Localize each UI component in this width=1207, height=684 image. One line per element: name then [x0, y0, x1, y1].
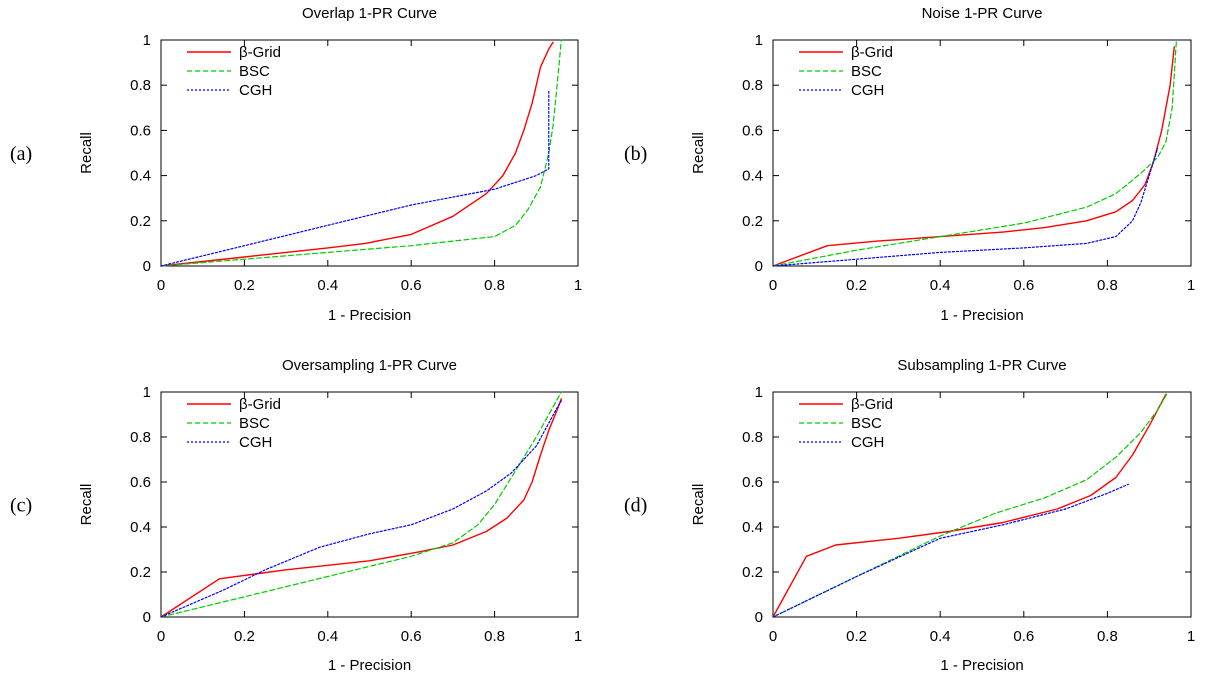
y-tick-label: 0.4 — [130, 168, 151, 185]
x-axis-label: 1 - Precision — [328, 307, 411, 324]
chart-panel-3: (c) Oversampling 1-PR Curve Recall 1 - Prec… — [10, 357, 582, 674]
y-tick-label: 0 — [755, 609, 763, 626]
y-axis-label: Recall — [78, 132, 95, 174]
legend-label-3: CGH — [851, 82, 884, 99]
y-tick-label: 0.2 — [742, 213, 763, 230]
legend-label-3: CGH — [239, 82, 272, 99]
plot-frame — [160, 391, 579, 618]
chart-panel-1: (a) Overlap 1-PR Curve Recall 1 - Precision… — [10, 5, 582, 324]
y-axis-label: Recall — [690, 132, 707, 174]
x-tick-label: 0.4 — [317, 277, 338, 294]
x-tick-label: 0.8 — [484, 277, 505, 294]
x-tick-label: 0.2 — [846, 628, 867, 645]
x-tick-label: 0 — [769, 277, 777, 294]
x-tick-label: 0.4 — [930, 277, 951, 294]
x-tick-label: 0.2 — [234, 628, 255, 645]
series-line-3 — [160, 400, 562, 618]
x-axis-label: 1 - Precision — [940, 307, 1023, 324]
chart-title: Subsampling 1-PR Curve — [897, 357, 1066, 374]
x-tick-label: 0 — [157, 628, 165, 645]
legend-label-1: β-Grid — [239, 44, 281, 61]
chart-title: Overlap 1-PR Curve — [302, 5, 437, 22]
chart-panel-4: (d) Subsampling 1-PR Curve Recall 1 - Preci… — [624, 357, 1195, 674]
y-tick-label: 0.2 — [130, 213, 151, 230]
legend-label-1: β-Grid — [239, 396, 281, 413]
y-tick-label: 1 — [143, 32, 151, 49]
x-tick-label: 0.4 — [317, 628, 338, 645]
y-tick-label: 0.6 — [130, 474, 151, 491]
y-tick-label: 0.8 — [742, 429, 763, 446]
y-axis-label: Recall — [690, 484, 707, 526]
legend-label-3: CGH — [851, 434, 884, 451]
panel-label: (c) — [10, 495, 32, 517]
chart-title: Noise 1-PR Curve — [922, 5, 1043, 22]
y-tick-label: 0 — [143, 609, 151, 626]
series-line-1 — [160, 41, 554, 267]
legend-label-2: BSC — [239, 415, 270, 432]
x-tick-label: 0.8 — [1097, 628, 1118, 645]
chart-title: Oversampling 1-PR Curve — [282, 357, 457, 374]
panel-label: (d) — [624, 495, 647, 517]
legend-label-2: BSC — [851, 415, 882, 432]
x-tick-label: 1 — [1187, 277, 1195, 294]
x-tick-label: 0.6 — [401, 628, 422, 645]
x-tick-label: 0.8 — [484, 628, 505, 645]
x-tick-label: 1 — [574, 277, 582, 294]
y-tick-label: 1 — [755, 32, 763, 49]
y-axis-label: Recall — [78, 484, 95, 526]
series-line-2 — [160, 391, 562, 618]
x-tick-label: 0 — [769, 628, 777, 645]
series-line-1 — [772, 46, 1176, 267]
legend-label-2: BSC — [851, 63, 882, 80]
series-line-1 — [160, 398, 562, 618]
y-tick-label: 0.6 — [742, 122, 763, 139]
plot-frame — [772, 391, 1192, 618]
x-tick-label: 1 — [1187, 628, 1195, 645]
x-tick-label: 1 — [574, 628, 582, 645]
y-tick-label: 0.2 — [742, 564, 763, 581]
series-line-3 — [160, 89, 550, 267]
y-tick-label: 1 — [143, 384, 151, 401]
y-tick-label: 0.8 — [742, 77, 763, 94]
legend-label-3: CGH — [239, 434, 272, 451]
y-tick-label: 0.4 — [742, 168, 763, 185]
x-tick-label: 0.6 — [401, 277, 422, 294]
y-tick-label: 0.4 — [742, 519, 763, 536]
y-tick-label: 0 — [755, 258, 763, 275]
panel-label: (a) — [10, 143, 32, 165]
plot-frame — [160, 39, 579, 267]
x-axis-label: 1 - Precision — [328, 657, 411, 674]
series-line-3 — [772, 483, 1129, 618]
y-tick-label: 1 — [755, 384, 763, 401]
series-line-2 — [772, 391, 1169, 618]
x-axis-label: 1 - Precision — [940, 657, 1023, 674]
legend-label-1: β-Grid — [851, 44, 893, 61]
panel-label: (b) — [624, 143, 647, 165]
series-line-3 — [772, 147, 1159, 267]
y-tick-label: 0.6 — [742, 474, 763, 491]
series-line-2 — [160, 39, 562, 267]
y-tick-label: 0.2 — [130, 564, 151, 581]
y-tick-label: 0.6 — [130, 122, 151, 139]
x-tick-label: 0.2 — [234, 277, 255, 294]
legend-label-2: BSC — [239, 63, 270, 80]
y-tick-label: 0 — [143, 258, 151, 275]
x-tick-label: 0.8 — [1097, 277, 1118, 294]
legend-label-1: β-Grid — [851, 396, 893, 413]
y-tick-label: 0.8 — [130, 77, 151, 94]
series-line-1 — [772, 393, 1167, 618]
x-tick-label: 0.2 — [846, 277, 867, 294]
x-tick-label: 0.6 — [1013, 277, 1034, 294]
y-tick-label: 0.4 — [130, 519, 151, 536]
series-line-2 — [772, 39, 1178, 267]
plot-frame — [772, 39, 1192, 267]
x-tick-label: 0.4 — [930, 628, 951, 645]
x-tick-label: 0.6 — [1013, 628, 1034, 645]
x-tick-label: 0 — [157, 277, 165, 294]
y-tick-label: 0.8 — [130, 429, 151, 446]
